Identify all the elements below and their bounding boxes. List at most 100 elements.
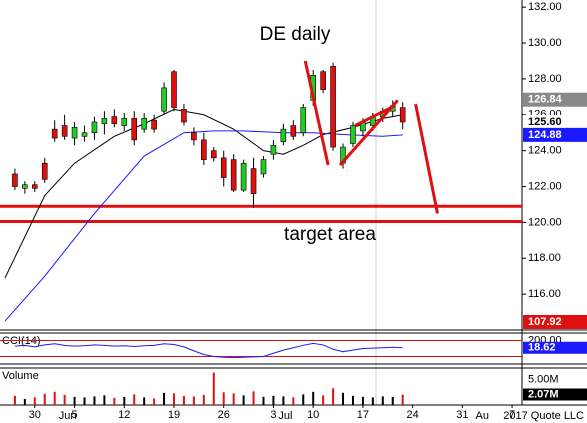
volume-bar <box>361 396 364 405</box>
candle-body <box>51 128 58 139</box>
cci-badge-label: 18.62 <box>528 342 556 354</box>
volume-bar <box>103 395 106 405</box>
month-label: Au <box>475 410 488 422</box>
volume-bar <box>113 397 116 405</box>
trend-drawing <box>354 104 396 127</box>
volume-bar <box>73 396 76 405</box>
candle-body <box>71 127 78 139</box>
candle-body <box>151 119 157 130</box>
candle-body <box>101 118 108 125</box>
candle-body <box>220 157 227 178</box>
cci-badge <box>523 341 587 354</box>
cci-line <box>14 342 403 359</box>
volume-tick-label: 5.00M <box>528 374 559 386</box>
trend-drawing <box>303 60 330 166</box>
x-tick-label: 12 <box>118 409 130 421</box>
volume-bar <box>232 393 235 405</box>
price-badge <box>523 92 587 107</box>
price-badge-label: 124.88 <box>528 129 562 141</box>
x-tick-label: 31 <box>456 409 468 421</box>
price-badge <box>523 315 587 329</box>
month-label: Jun <box>59 410 77 422</box>
volume-bar <box>282 396 285 405</box>
candle-body <box>191 132 197 141</box>
footer: 2017 Quote LLC <box>503 410 584 422</box>
chart-title: DE daily <box>260 24 331 45</box>
volume-bar <box>83 397 86 405</box>
price-badge <box>523 127 587 142</box>
candle-body <box>41 162 48 180</box>
y-tick-label: 120.00 <box>528 216 562 228</box>
volume-badge-label: 2.07M <box>528 388 559 400</box>
volume-bar <box>163 392 166 405</box>
volume-bar <box>33 397 36 405</box>
moving-average <box>4 108 403 279</box>
volume-bar <box>202 394 205 405</box>
volume-bar <box>262 396 265 405</box>
y-tick-label: 124.00 <box>528 145 562 157</box>
candle-body <box>230 159 237 191</box>
candle-body <box>240 162 247 191</box>
volume-bar <box>371 397 374 405</box>
y-tick-label: 116.00 <box>528 288 561 300</box>
candle-body <box>250 168 257 194</box>
x-tick-label: 3 <box>270 409 276 421</box>
volume-bar <box>143 397 146 405</box>
candle-body <box>32 184 38 189</box>
annotation: target area <box>284 224 376 245</box>
volume-badge <box>523 388 587 401</box>
price-badge-label: 107.92 <box>528 316 562 328</box>
volume-bar <box>93 396 96 405</box>
candle-body <box>111 116 118 125</box>
candle-body <box>121 118 128 126</box>
volume-bar <box>123 396 126 405</box>
volume-bar <box>192 396 195 405</box>
x-tick-label: 26 <box>218 409 230 421</box>
volume-bar <box>212 372 215 405</box>
volume-bar <box>342 392 345 405</box>
candle-body <box>61 125 68 137</box>
candle-body <box>131 118 138 141</box>
volume-bar <box>222 392 225 405</box>
volume-bar <box>391 396 394 405</box>
candle-body <box>280 128 287 142</box>
candle-body <box>350 125 356 144</box>
price-badge-label: 125.60 <box>528 116 562 128</box>
volume-bar <box>401 394 404 405</box>
volume-bar <box>43 393 46 405</box>
x-tick-label: 10 <box>307 409 319 421</box>
volume-bar <box>23 398 26 405</box>
trend-drawing <box>338 99 399 166</box>
volume-bar <box>381 396 384 405</box>
candle-body <box>399 107 406 123</box>
candle-body <box>12 173 18 187</box>
y-tick-label: 128.00 <box>528 73 562 85</box>
x-tick-label: 30 <box>29 409 41 421</box>
volume-bar <box>133 394 136 405</box>
candle-body <box>320 71 326 90</box>
volume-bar <box>252 391 255 405</box>
volume-bar <box>153 398 156 405</box>
trend-drawing <box>414 103 439 214</box>
y-tick-label: 132.00 <box>528 1 562 13</box>
month-label: Jul <box>278 410 292 422</box>
volume-bar <box>182 395 185 405</box>
volume-bar <box>292 397 295 405</box>
volume-bar <box>242 395 245 405</box>
volume-bar <box>13 395 16 405</box>
moving-average <box>4 130 403 322</box>
volume-title: Volume <box>2 370 39 382</box>
candle-body <box>270 144 277 155</box>
x-tick-label: 5 <box>72 409 78 421</box>
x-tick-label: 19 <box>168 409 180 421</box>
volume-bar <box>173 393 175 405</box>
volume-bar <box>272 395 275 405</box>
candle-body <box>210 150 217 159</box>
x-tick-label: 7 <box>509 409 515 421</box>
candle-body <box>330 66 336 148</box>
candle-body <box>171 71 177 108</box>
volume-bar <box>332 388 335 405</box>
